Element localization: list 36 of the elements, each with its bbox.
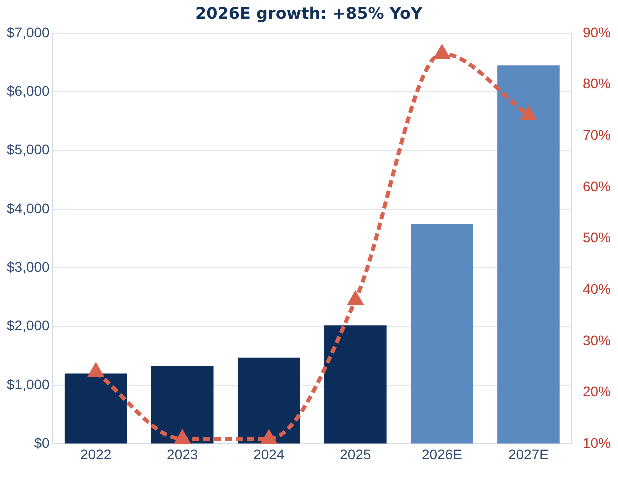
y2-tick-label: 50% [582,230,612,246]
chart-title: 2026E growth: +85% YoY [194,4,424,23]
y2-tick-label: 40% [582,281,612,298]
y2-tick-label: 70% [582,126,612,143]
x-tick-label: 2024 [254,446,285,462]
point [522,108,536,121]
point [348,292,363,306]
x-tick-label: 2026E [422,446,462,462]
bar [411,224,474,444]
x-tick-label: 2023 [167,446,198,462]
y-tick-label: $3,000 [6,259,50,275]
x-tick-label: 2022 [80,446,112,462]
bar [238,358,300,444]
bar [498,66,560,444]
y-tick-label: $2,000 [6,318,50,334]
x-tick-label: 2027E [508,446,549,462]
y-tick-label: $5,000 [6,142,50,158]
bar [151,366,214,444]
y-tick-label: $1,000 [6,376,50,392]
point [262,431,276,444]
y2-tick-label: 90% [582,24,612,40]
y2-tick-label: 30% [582,332,612,348]
y2-tick-label: 80% [582,76,612,92]
point [434,46,450,59]
point [175,431,190,444]
bar [64,374,128,444]
y-tick-label: $7,000 [6,24,50,40]
y2-tick-label: 20% [582,384,612,400]
y2-tick-label: 60% [582,178,612,194]
y-tick-label: $4,000 [6,200,50,216]
y-tick-label: $6,000 [6,82,50,99]
x-tick-label: 2025 [340,446,372,462]
point [88,364,104,378]
y2-tick-label: 10% [582,435,612,452]
y-tick-label: $0 [34,435,50,452]
bar [324,326,387,444]
